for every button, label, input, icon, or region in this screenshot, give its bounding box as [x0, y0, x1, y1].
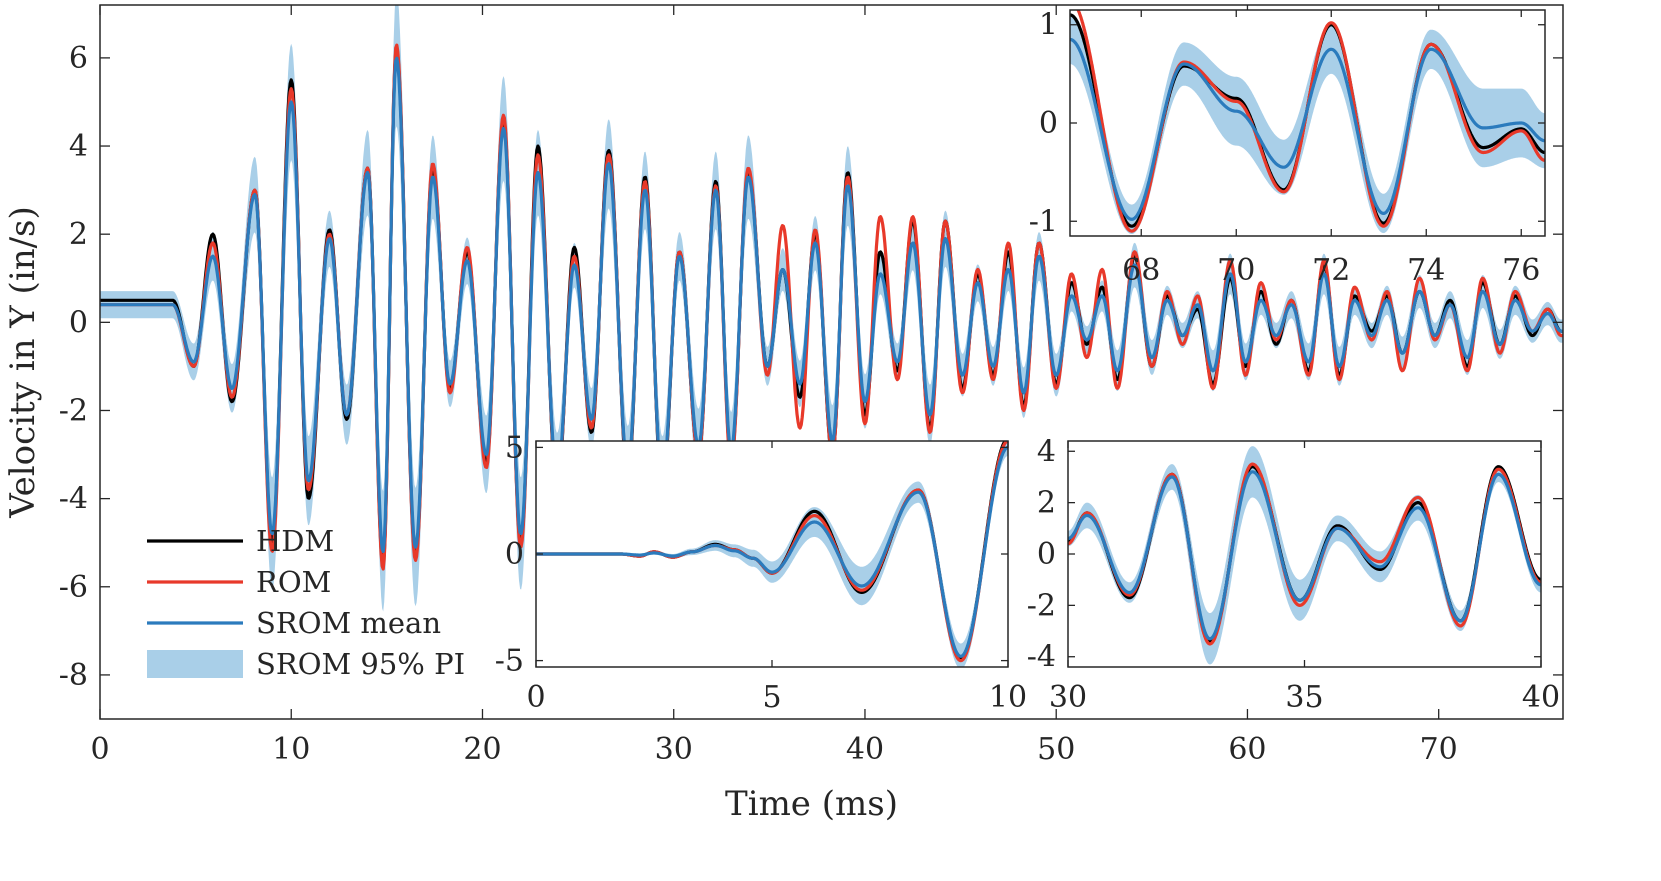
main-xtick-label: 30: [655, 732, 693, 767]
inset-top-right-series-srom-pi-band: [1070, 14, 1545, 235]
main-xtick-label: 10: [272, 732, 310, 767]
inset-top-right-xtick-label: 76: [1502, 253, 1540, 288]
inset-bottom-middle-ytick-label: 5: [505, 430, 524, 465]
inset-bottom-right-xtick-label: 40: [1522, 680, 1560, 715]
inset-bottom-middle-ytick-label: -5: [495, 644, 524, 679]
inset-top-right-xtick-label: 70: [1217, 253, 1255, 288]
inset-top-right-series-srom-mean: [1070, 37, 1545, 221]
inset-bottom-right-ytick-label: 4: [1037, 434, 1056, 469]
main-ytick-label: 2: [69, 217, 88, 252]
inset-top-right-ytick-label: -1: [1029, 204, 1058, 239]
main-xtick-label: 50: [1037, 732, 1075, 767]
legend-label: ROM: [256, 565, 331, 599]
inset-top-right-ytick-label: 1: [1039, 8, 1058, 43]
inset-top-right-xtick-label: 68: [1122, 253, 1160, 288]
legend: HDM ROM SROM mean SROM 95% PI: [147, 524, 465, 681]
inset-bottom-right-ytick-label: 2: [1037, 486, 1056, 521]
inset-top-right-ytick-label: 0: [1039, 106, 1058, 141]
main-ytick-label: -2: [59, 393, 88, 428]
legend-label: SROM 95% PI: [256, 647, 465, 681]
main-xtick-label: 60: [1228, 732, 1266, 767]
legend-rom: ROM: [147, 565, 331, 599]
main-ytick-label: 0: [69, 305, 88, 340]
inset-bottom-right-ytick-label: 0: [1037, 537, 1056, 572]
main-ytick-label: 6: [69, 41, 88, 76]
main-xtick-label: 70: [1420, 732, 1458, 767]
main-axes-box: [99, 4, 1564, 720]
y-axis-label: Velocity in Y (in/s): [3, 206, 43, 519]
inset-bottom-right-ytick-label: -4: [1027, 640, 1056, 675]
inset-bottom-right-xtick-label: 30: [1049, 680, 1087, 715]
legend-label: HDM: [256, 524, 334, 558]
main-ytick-label: -8: [59, 658, 88, 693]
legend-hdm: HDM: [147, 524, 334, 558]
main-xtick-label: 40: [846, 732, 884, 767]
main-ytick-label: 4: [69, 129, 88, 164]
inset-top-right: 68 70 72 74 76 -1 0 1: [1029, 8, 1546, 288]
main-ytick-label: -6: [59, 570, 88, 605]
inset-top-right-xtick-label: 72: [1312, 253, 1350, 288]
main-ytick-label: -4: [59, 482, 88, 517]
main-series-srom-mean: [100, 56, 1563, 553]
inset-bottom-right-xtick-label: 35: [1285, 680, 1323, 715]
inset-bottom-right-background: [1068, 441, 1541, 667]
legend-swatch: [147, 650, 243, 678]
legend-label: SROM mean: [256, 606, 441, 640]
inset-bottom-middle-xtick-label: 10: [989, 680, 1027, 715]
inset-bottom-right-series-srom-mean: [1068, 470, 1541, 641]
inset-bottom-right-ytick-label: -2: [1027, 588, 1056, 623]
inset-bottom-middle: 0 5 10-505: [495, 430, 1027, 715]
main-xtick-label: 20: [463, 732, 501, 767]
inset-bottom-middle-xtick-label: 5: [762, 680, 781, 715]
inset-bottom-middle-xtick-label: 0: [526, 680, 545, 715]
inset-bottom-middle-ytick-label: 0: [505, 537, 524, 572]
legend-srom-mean: SROM mean: [147, 606, 441, 640]
inset-bottom-right: 30 35 40 -4 -2 0 2 4: [1027, 434, 1560, 715]
inset-bottom-middle-series-srom-mean: [536, 445, 1008, 658]
inset-top-right-xtick-label: 74: [1407, 253, 1445, 288]
main-xtick-label: 0: [90, 732, 109, 767]
x-axis-label: Time (ms): [725, 784, 898, 824]
legend-srom-pi: SROM 95% PI: [147, 647, 465, 681]
